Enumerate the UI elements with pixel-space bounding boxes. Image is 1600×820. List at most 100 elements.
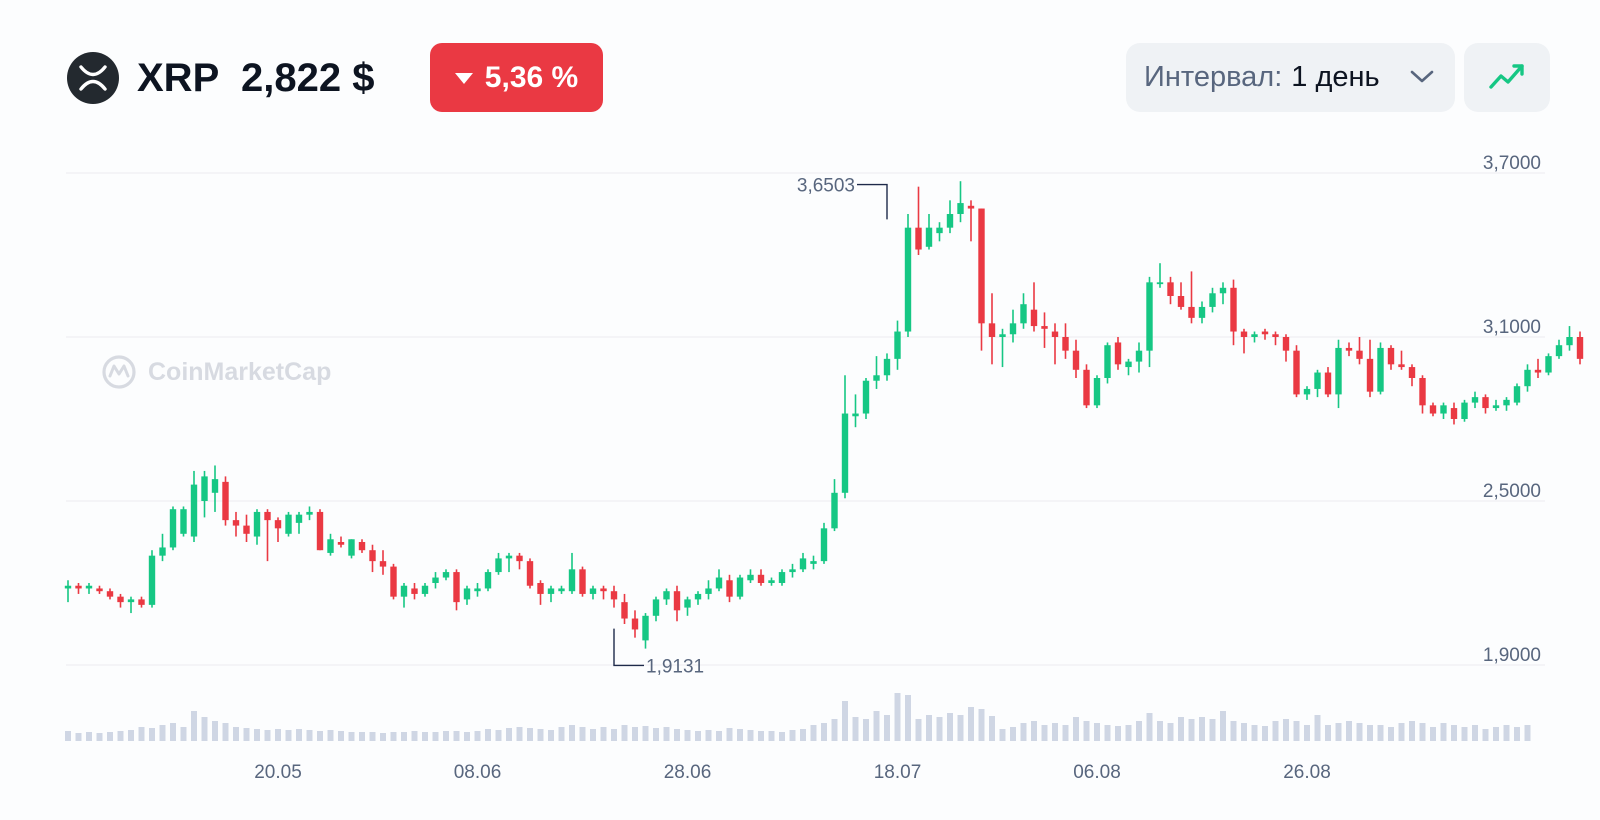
candle-body[interactable]: [1408, 367, 1416, 378]
candle-body[interactable]: [873, 375, 880, 381]
chart-type-button[interactable]: [1464, 43, 1550, 112]
candle-body[interactable]: [778, 572, 786, 583]
candle-body[interactable]: [1209, 293, 1216, 307]
candle-body[interactable]: [1261, 331, 1269, 335]
candle-body[interactable]: [1555, 345, 1563, 357]
candle-body[interactable]: [453, 572, 460, 603]
candle-body[interactable]: [988, 323, 996, 337]
candle-body[interactable]: [946, 214, 954, 228]
candle-body[interactable]: [684, 599, 691, 608]
candle-body[interactable]: [327, 539, 334, 553]
candle-body[interactable]: [663, 591, 670, 600]
candle-body[interactable]: [1545, 356, 1552, 373]
candle-body[interactable]: [1104, 345, 1111, 378]
candle-body[interactable]: [1282, 337, 1290, 351]
candle-body[interactable]: [1387, 347, 1395, 365]
candle-body[interactable]: [295, 514, 303, 523]
candle-body[interactable]: [463, 588, 471, 600]
candle-body[interactable]: [1051, 331, 1059, 337]
candle-body[interactable]: [358, 542, 366, 551]
candle-body[interactable]: [148, 555, 156, 605]
candle-body[interactable]: [379, 561, 387, 567]
candle-body[interactable]: [75, 585, 82, 589]
candle-body[interactable]: [127, 599, 135, 603]
candle-body[interactable]: [589, 588, 597, 594]
candle-body[interactable]: [1366, 358, 1374, 392]
candle-body[interactable]: [852, 413, 859, 417]
candle-body[interactable]: [1135, 350, 1143, 362]
candle-body[interactable]: [673, 591, 681, 611]
candle-body[interactable]: [1230, 287, 1237, 332]
candle-body[interactable]: [169, 509, 177, 548]
candle-body[interactable]: [642, 615, 649, 641]
candle-body[interactable]: [1167, 282, 1174, 296]
candle-body[interactable]: [1324, 372, 1332, 395]
candle-body[interactable]: [96, 588, 103, 592]
candle-body[interactable]: [747, 574, 754, 581]
candle-body[interactable]: [253, 511, 261, 537]
candle-body[interactable]: [516, 555, 523, 562]
candle-body[interactable]: [568, 569, 576, 592]
candle-body[interactable]: [1419, 378, 1426, 406]
candle-body[interactable]: [1177, 296, 1185, 307]
candle-body[interactable]: [1041, 326, 1048, 329]
candle-body[interactable]: [1503, 399, 1510, 406]
candle-body[interactable]: [1356, 350, 1363, 359]
candle-body[interactable]: [1240, 331, 1248, 337]
candle-body[interactable]: [432, 577, 439, 583]
candle-body[interactable]: [1020, 304, 1027, 324]
candle-body[interactable]: [1440, 405, 1447, 414]
candle-body[interactable]: [799, 558, 807, 570]
candle-body[interactable]: [1093, 378, 1101, 406]
candle-body[interactable]: [600, 588, 607, 592]
candle-body[interactable]: [1377, 347, 1384, 392]
candle-body[interactable]: [694, 593, 702, 600]
candle-body[interactable]: [222, 481, 229, 521]
candle-body[interactable]: [337, 542, 345, 545]
candle-body[interactable]: [1461, 402, 1468, 419]
candle-body[interactable]: [1062, 337, 1069, 351]
candle-body[interactable]: [1188, 306, 1195, 318]
candle-body[interactable]: [925, 227, 933, 247]
candle-body[interactable]: [789, 569, 796, 573]
candle-body[interactable]: [64, 585, 72, 589]
candle-body[interactable]: [211, 479, 219, 493]
candle-body[interactable]: [768, 580, 775, 583]
candle-body[interactable]: [190, 484, 198, 537]
candle-body[interactable]: [726, 580, 733, 597]
candle-body[interactable]: [904, 227, 912, 332]
candle-body[interactable]: [936, 227, 943, 234]
candle-body[interactable]: [442, 572, 450, 578]
candle-body[interactable]: [1272, 334, 1279, 337]
candle-body[interactable]: [1198, 306, 1206, 318]
candle-body[interactable]: [1345, 347, 1353, 351]
candle-body[interactable]: [421, 585, 429, 594]
candle-body[interactable]: [967, 205, 975, 209]
candle-body[interactable]: [631, 618, 639, 630]
candle-body[interactable]: [1251, 334, 1258, 337]
candle-body[interactable]: [1114, 342, 1122, 365]
candle-body[interactable]: [285, 514, 292, 534]
candle-body[interactable]: [390, 566, 397, 597]
price-chart[interactable]: 3,7000 3,1000 2,5000 1,9000 3,6503 1,9131 20.0…: [0, 130, 1600, 820]
candle-body[interactable]: [1471, 397, 1479, 403]
candle-body[interactable]: [999, 334, 1006, 337]
candle-body[interactable]: [1492, 405, 1500, 409]
candle-body[interactable]: [264, 511, 271, 521]
candle-body[interactable]: [159, 547, 166, 556]
candle-body[interactable]: [757, 574, 765, 583]
candle-body[interactable]: [180, 509, 187, 534]
candle-body[interactable]: [1398, 364, 1405, 368]
candle-body[interactable]: [369, 550, 376, 562]
candle-body[interactable]: [1072, 350, 1080, 370]
candle-body[interactable]: [1009, 323, 1017, 335]
candle-body[interactable]: [736, 577, 744, 597]
candle-body[interactable]: [537, 583, 544, 594]
candle-body[interactable]: [820, 528, 828, 562]
candle-body[interactable]: [1125, 361, 1132, 368]
interval-dropdown[interactable]: Интервал: 1 день: [1126, 43, 1455, 112]
candle-body[interactable]: [978, 208, 985, 324]
candle-body[interactable]: [306, 511, 313, 515]
candle-body[interactable]: [474, 588, 481, 592]
candle-body[interactable]: [831, 492, 838, 529]
